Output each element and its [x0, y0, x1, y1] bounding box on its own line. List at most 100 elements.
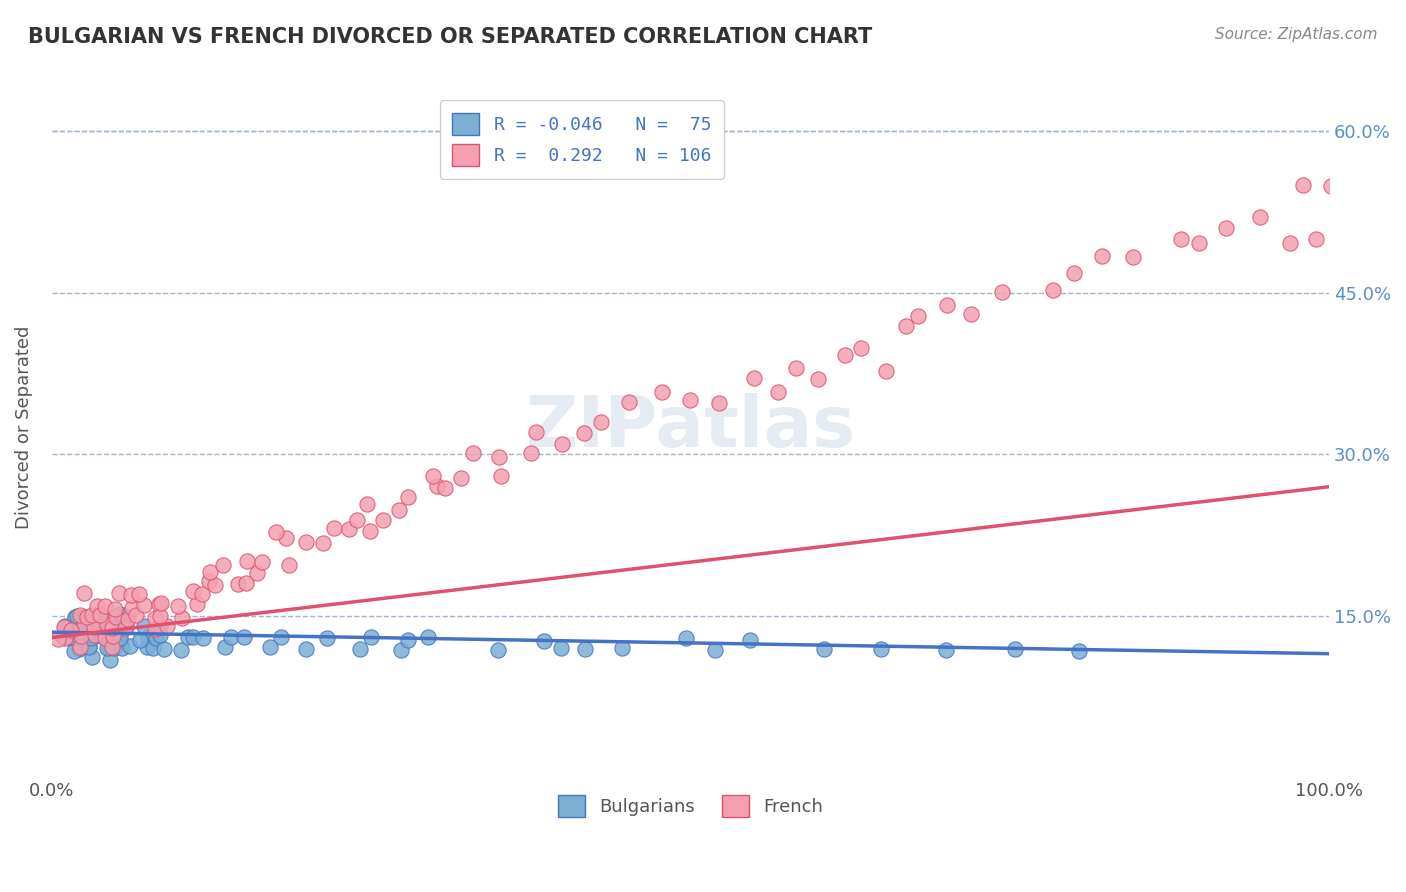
Point	[1215, 221, 1237, 235]
Point	[82, 630, 104, 644]
Point	[70, 621, 93, 635]
Point	[53, 618, 76, 632]
Point	[520, 445, 543, 459]
Point	[651, 384, 673, 399]
Y-axis label: Divorced or Separated: Divorced or Separated	[15, 326, 32, 529]
Point	[1042, 283, 1064, 297]
Point	[738, 632, 761, 647]
Point	[80, 608, 103, 623]
Point	[1188, 235, 1211, 250]
Point	[214, 640, 236, 654]
Point	[153, 642, 176, 657]
Point	[63, 644, 86, 658]
Point	[135, 640, 157, 654]
Point	[108, 586, 131, 600]
Text: Source: ZipAtlas.com: Source: ZipAtlas.com	[1215, 27, 1378, 42]
Point	[274, 532, 297, 546]
Point	[416, 631, 439, 645]
Point	[132, 599, 155, 613]
Point	[148, 597, 170, 611]
Point	[264, 524, 287, 539]
Point	[172, 610, 194, 624]
Point	[550, 640, 572, 655]
Point	[488, 450, 510, 464]
Point	[104, 602, 127, 616]
Point	[114, 621, 136, 635]
Point	[83, 628, 105, 642]
Point	[167, 599, 190, 613]
Point	[59, 631, 82, 645]
Point	[145, 632, 167, 646]
Point	[1122, 251, 1144, 265]
Point	[1347, 166, 1369, 180]
Point	[90, 629, 112, 643]
Point	[675, 632, 697, 646]
Point	[486, 643, 509, 657]
Point	[1063, 266, 1085, 280]
Point	[121, 601, 143, 615]
Point	[98, 641, 121, 656]
Point	[834, 348, 856, 362]
Point	[66, 609, 89, 624]
Point	[83, 620, 105, 634]
Point	[204, 577, 226, 591]
Point	[349, 642, 371, 657]
Point	[356, 497, 378, 511]
Point	[73, 630, 96, 644]
Point	[322, 521, 344, 535]
Point	[551, 437, 574, 451]
Point	[935, 297, 957, 311]
Point	[807, 372, 830, 386]
Point	[813, 642, 835, 657]
Point	[100, 640, 122, 655]
Point	[91, 609, 114, 624]
Point	[270, 630, 292, 644]
Point	[785, 361, 807, 376]
Point	[111, 641, 134, 656]
Point	[295, 642, 318, 657]
Point	[191, 587, 214, 601]
Point	[105, 609, 128, 624]
Point	[574, 426, 596, 441]
Point	[1170, 232, 1192, 246]
Point	[77, 640, 100, 655]
Point	[849, 342, 872, 356]
Point	[278, 558, 301, 572]
Point	[610, 640, 633, 655]
Point	[766, 385, 789, 400]
Point	[907, 310, 929, 324]
Point	[574, 642, 596, 657]
Point	[177, 630, 200, 644]
Point	[461, 446, 484, 460]
Point	[103, 640, 125, 655]
Point	[149, 609, 172, 624]
Point	[108, 632, 131, 647]
Point	[371, 513, 394, 527]
Point	[66, 629, 89, 643]
Point	[212, 558, 235, 572]
Point	[316, 631, 339, 645]
Point	[246, 566, 269, 581]
Point	[63, 610, 86, 624]
Point	[69, 620, 91, 634]
Point	[259, 640, 281, 654]
Point	[120, 639, 142, 653]
Point	[617, 394, 640, 409]
Point	[73, 618, 96, 632]
Point	[110, 632, 132, 646]
Point	[346, 513, 368, 527]
Point	[76, 610, 98, 624]
Point	[1069, 644, 1091, 658]
Point	[80, 650, 103, 665]
Point	[232, 630, 254, 644]
Point	[198, 566, 221, 580]
Point	[524, 425, 547, 439]
Point	[59, 630, 82, 644]
Point	[149, 620, 172, 634]
Point	[1319, 179, 1341, 194]
Point	[98, 653, 121, 667]
Point	[128, 587, 150, 601]
Point	[125, 607, 148, 622]
Point	[181, 630, 204, 644]
Point	[707, 396, 730, 410]
